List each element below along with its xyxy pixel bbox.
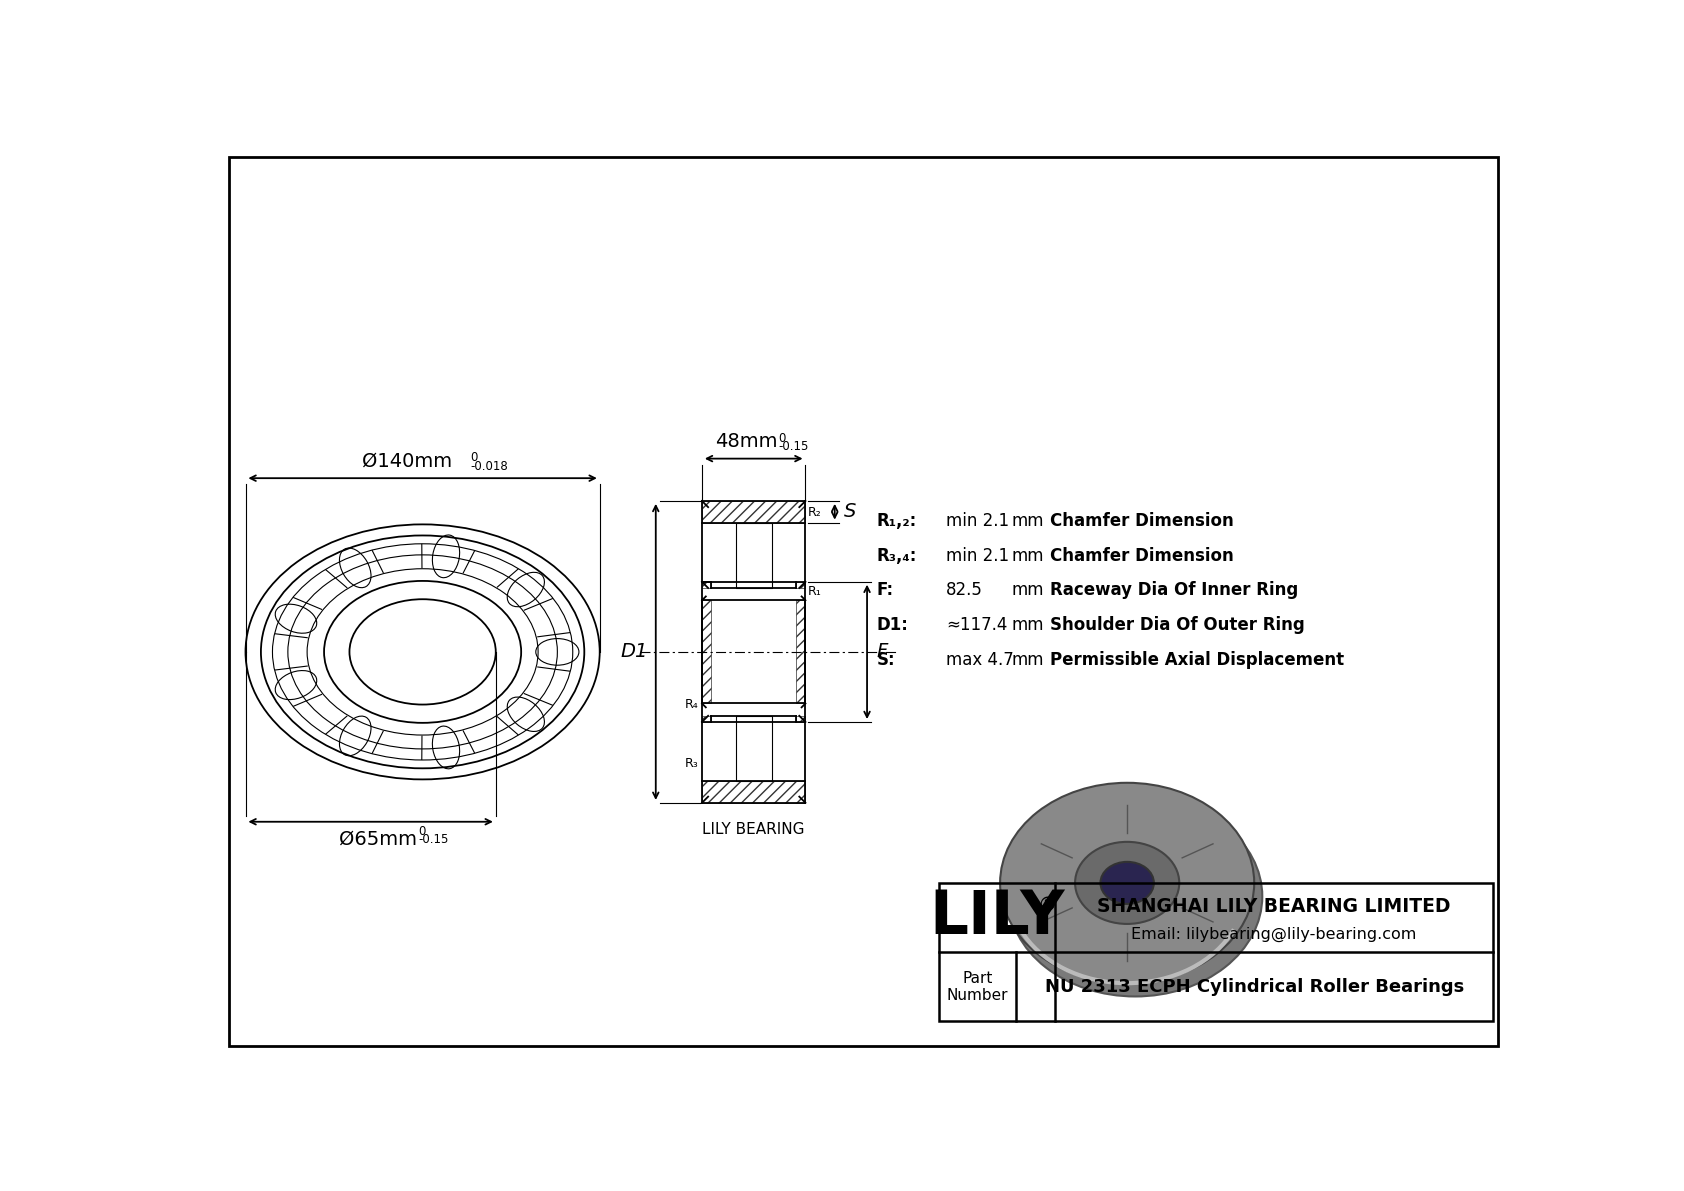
Text: Email: lilybearing@lily-bearing.com: Email: lilybearing@lily-bearing.com xyxy=(1132,927,1416,942)
Text: R₂: R₂ xyxy=(808,506,822,519)
Text: ≈117.4: ≈117.4 xyxy=(946,616,1007,634)
Text: Ø65mm: Ø65mm xyxy=(340,829,418,848)
Text: LILY: LILY xyxy=(930,888,1064,947)
Ellipse shape xyxy=(1009,797,1263,997)
Ellipse shape xyxy=(1100,862,1154,904)
Text: R₃: R₃ xyxy=(684,757,699,771)
Text: S:: S: xyxy=(877,650,896,668)
Text: Part
Number: Part Number xyxy=(946,971,1009,1003)
Ellipse shape xyxy=(1000,782,1255,983)
Text: -0.018: -0.018 xyxy=(470,460,509,473)
Text: mm: mm xyxy=(1012,650,1044,668)
Text: mm: mm xyxy=(1012,581,1044,599)
Bar xyxy=(797,600,805,704)
Text: 0: 0 xyxy=(470,451,478,464)
Text: R₁: R₁ xyxy=(808,585,822,598)
Text: D1: D1 xyxy=(621,642,648,661)
Text: LILY BEARING: LILY BEARING xyxy=(702,822,805,837)
Text: SHANGHAI LILY BEARING LIMITED: SHANGHAI LILY BEARING LIMITED xyxy=(1098,897,1450,916)
Text: D1:: D1: xyxy=(877,616,909,634)
Text: ®: ® xyxy=(1037,896,1056,915)
Text: 0: 0 xyxy=(778,432,786,444)
Text: F: F xyxy=(876,642,887,661)
Text: F:: F: xyxy=(877,581,894,599)
Bar xyxy=(702,501,805,523)
Text: R₃,₄:: R₃,₄: xyxy=(877,547,918,565)
Bar xyxy=(702,716,711,722)
Text: Permissible Axial Displacement: Permissible Axial Displacement xyxy=(1051,650,1344,668)
Text: S: S xyxy=(844,503,857,522)
Bar xyxy=(797,582,805,588)
Text: Raceway Dia Of Inner Ring: Raceway Dia Of Inner Ring xyxy=(1051,581,1298,599)
Text: max 4.7: max 4.7 xyxy=(946,650,1014,668)
Text: 0: 0 xyxy=(418,825,426,837)
Text: min 2.1: min 2.1 xyxy=(946,547,1009,565)
Text: NU 2313 ECPH Cylindrical Roller Bearings: NU 2313 ECPH Cylindrical Roller Bearings xyxy=(1044,978,1463,996)
Text: Chamfer Dimension: Chamfer Dimension xyxy=(1051,547,1234,565)
Text: -0.15: -0.15 xyxy=(778,441,808,454)
Bar xyxy=(736,523,771,588)
Text: -0.15: -0.15 xyxy=(418,833,448,846)
Text: R₄: R₄ xyxy=(684,698,699,711)
Text: Ø140mm: Ø140mm xyxy=(362,451,453,470)
Bar xyxy=(702,781,805,803)
Text: 82.5: 82.5 xyxy=(946,581,983,599)
Ellipse shape xyxy=(1074,842,1179,924)
Text: min 2.1: min 2.1 xyxy=(946,512,1009,530)
Bar xyxy=(702,582,711,588)
Text: 48mm: 48mm xyxy=(714,432,778,451)
Bar xyxy=(797,716,805,722)
Text: mm: mm xyxy=(1012,512,1044,530)
Bar xyxy=(702,600,711,704)
Text: mm: mm xyxy=(1012,547,1044,565)
Text: Chamfer Dimension: Chamfer Dimension xyxy=(1051,512,1234,530)
Bar xyxy=(938,883,1494,1022)
Bar xyxy=(736,716,771,781)
Text: R₁,₂:: R₁,₂: xyxy=(877,512,918,530)
Text: mm: mm xyxy=(1012,616,1044,634)
Text: Shoulder Dia Of Outer Ring: Shoulder Dia Of Outer Ring xyxy=(1051,616,1305,634)
